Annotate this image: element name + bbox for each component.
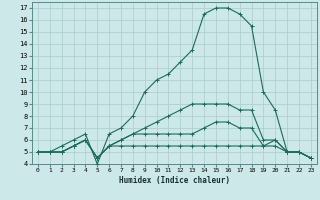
X-axis label: Humidex (Indice chaleur): Humidex (Indice chaleur) bbox=[119, 176, 230, 185]
